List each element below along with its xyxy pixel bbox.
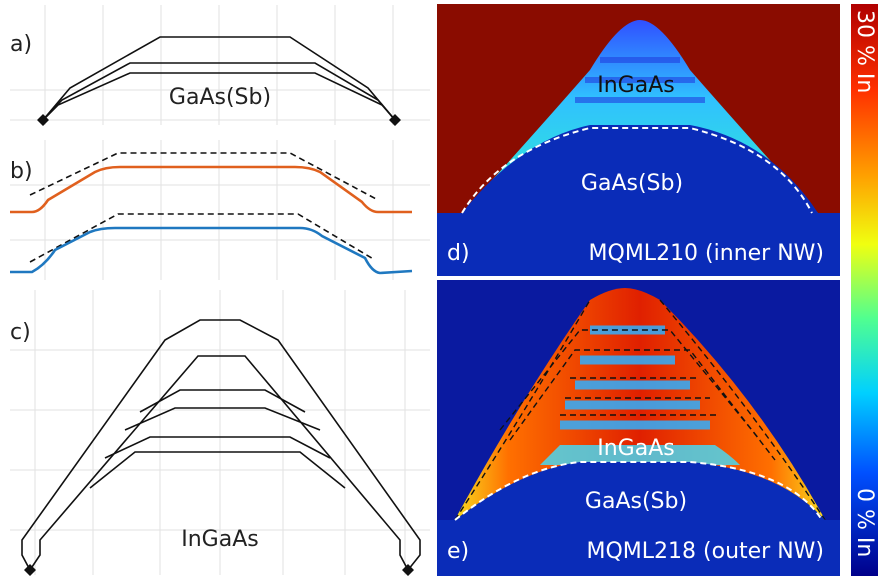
material-label: InGaAs (181, 527, 258, 552)
sample-label: MQML218 (outer NW) (587, 539, 825, 564)
core-label: GaAs(Sb) (581, 171, 683, 196)
schematic-a (37, 36, 401, 126)
colorbar (851, 4, 878, 576)
grid-c (10, 290, 430, 575)
panel-label: c) (10, 320, 31, 345)
panel-label: d) (447, 241, 470, 266)
core-label: GaAs(Sb) (585, 489, 687, 514)
material-label: GaAs(Sb) (169, 85, 271, 110)
panel-label: b) (10, 159, 33, 184)
colorbar-min-label: 0 % In (852, 488, 877, 557)
panel-label: a) (10, 32, 32, 57)
sample-label: MQML210 (inner NW) (589, 241, 824, 266)
schematic-c (21, 319, 421, 576)
shell-label: InGaAs (597, 436, 674, 461)
shell-label: InGaAs (597, 73, 674, 98)
grid-b (10, 140, 430, 280)
map-d (437, 4, 840, 276)
profiles-b (10, 152, 413, 275)
colorbar-max-label: 30 % In (852, 10, 877, 93)
panel-label: e) (447, 539, 469, 564)
map-e (437, 280, 840, 576)
